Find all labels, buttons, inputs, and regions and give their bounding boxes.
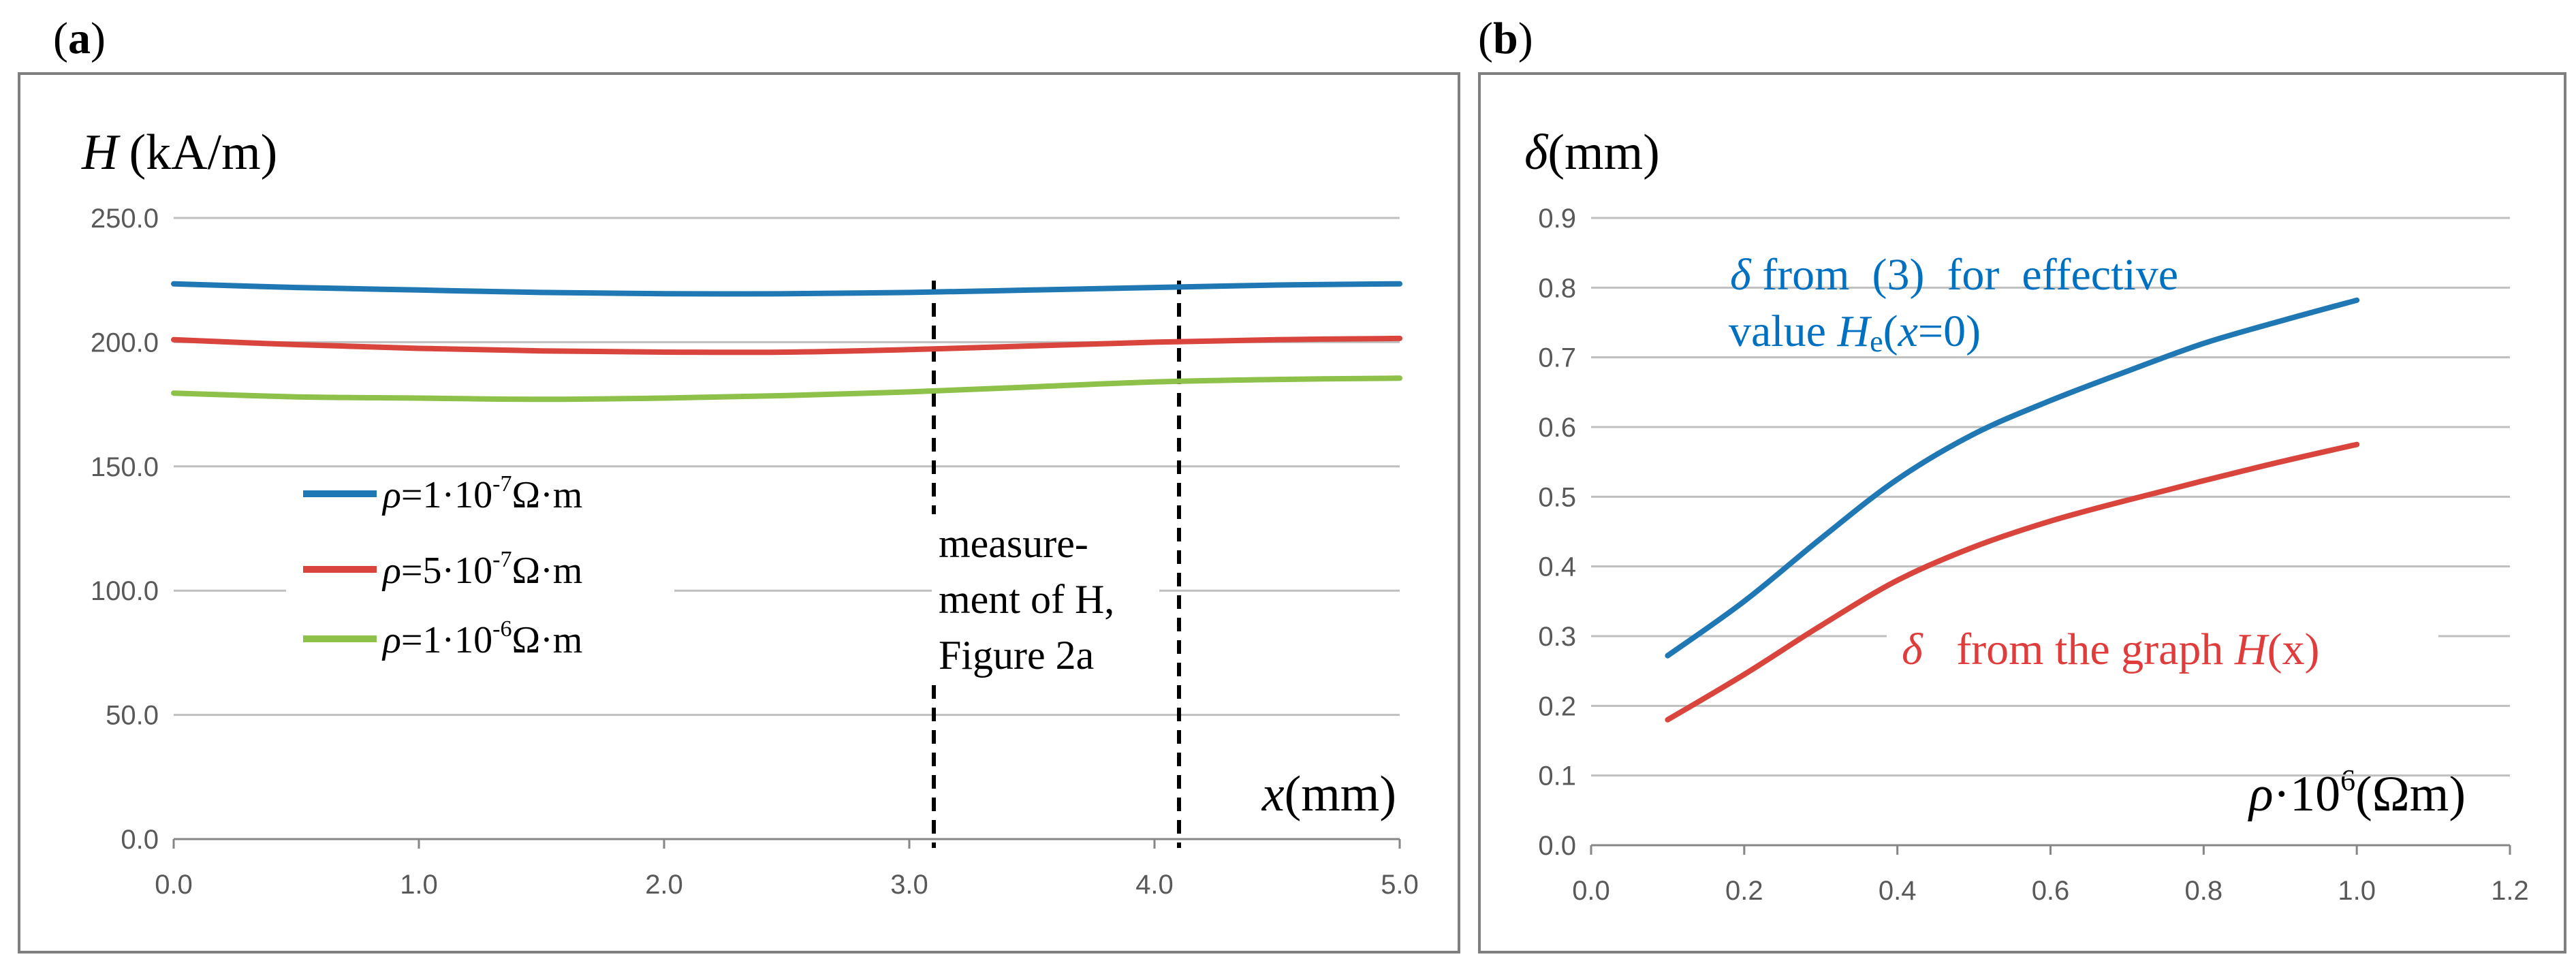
legend-label-1: ρ=1·10-7Ω·m bbox=[381, 471, 582, 516]
panel-a-series-line-1 bbox=[171, 281, 1402, 297]
annotation-line-2: ment of H, bbox=[939, 577, 1114, 622]
panel-a-x-axis-title: x(mm) bbox=[1261, 766, 1396, 822]
panel-a-y-tick-label: 150.0 bbox=[91, 452, 159, 482]
panel-b-y-tick-label: 0.7 bbox=[1538, 343, 1576, 373]
panel-a-y-tick-label: 50.0 bbox=[106, 701, 159, 731]
panel-a-y-tick-label: 250.0 bbox=[91, 204, 159, 234]
panel-b-annotation-blue: δ from (3) for effective value He(x=0) bbox=[1729, 250, 2178, 358]
panel-a-measurement-annotation: measure- ment of H, Figure 2a bbox=[932, 514, 1159, 684]
panel-a-series-line-3 bbox=[171, 375, 1402, 403]
panel-b-x-tick-label: 1.2 bbox=[2491, 876, 2529, 906]
panel-a-label: (a) bbox=[53, 14, 106, 63]
panel-a-legend: ρ=1·10-7Ω·m ρ=5·10-7Ω·m ρ=1·10-6Ω·m bbox=[286, 470, 674, 674]
annotation-line-3: Figure 2a bbox=[939, 633, 1094, 678]
legend-label-3: ρ=1·10-6Ω·m bbox=[381, 616, 582, 661]
panel-b-y-ticks: 0.0 0.1 0.2 0.3 0.4 0.5 0.6 0.7 0.8 0.9 bbox=[1538, 204, 1576, 861]
panel-a-series-line-2 bbox=[171, 335, 1402, 356]
panel-a-frame bbox=[18, 72, 1460, 954]
panel-b-y-tick-label: 0.3 bbox=[1538, 622, 1576, 652]
annotation-background bbox=[932, 514, 1159, 684]
panel-b-y-tick-label: 0.8 bbox=[1538, 273, 1576, 303]
panel-a-x-tick-label: 4.0 bbox=[1135, 870, 1174, 900]
panel-b-y-tick-label: 0.4 bbox=[1538, 552, 1576, 582]
red-annotation-background bbox=[1887, 620, 2438, 681]
panel-b-y-tick-label: 0.6 bbox=[1538, 413, 1576, 443]
panel-b-label: (b) bbox=[1478, 14, 1533, 63]
legend-item-2: ρ=5·10-7Ω·m bbox=[303, 547, 582, 592]
panel-b-x-ticks: 0.0 0.2 0.4 0.6 0.8 1.0 1.2 bbox=[1572, 845, 2529, 906]
panel-b-y-tick-label: 0.0 bbox=[1538, 831, 1576, 861]
panel-b-frame bbox=[1478, 72, 2566, 954]
annotation-line-1: measure- bbox=[939, 521, 1088, 566]
panel-b-x-tick-label: 0.6 bbox=[2032, 876, 2070, 906]
panel-a-x-tick-label: 0.0 bbox=[155, 870, 193, 900]
panel-b-x-tick-label: 0.4 bbox=[1879, 876, 1917, 906]
panel-a-x-tick-label: 1.0 bbox=[400, 870, 438, 900]
red-annotation: δ from the graph H(x) bbox=[1902, 625, 2320, 674]
panel-b-series-line-2 bbox=[1665, 441, 2360, 723]
panel-a-x-ticks: 0.0 1.0 2.0 3.0 4.0 5.0 bbox=[155, 839, 1419, 900]
blue-annotation-line-1: δ from (3) for effective bbox=[1730, 250, 2178, 300]
panel-a-y-tick-label: 0.0 bbox=[121, 825, 159, 855]
legend-item-1: ρ=1·10-7Ω·m bbox=[303, 471, 582, 516]
panel-a-x-tick-label: 3.0 bbox=[890, 870, 928, 900]
panel-a-x-tick-label: 5.0 bbox=[1381, 870, 1419, 900]
panel-a-y-ticks: 0.0 50.0 100.0 150.0 200.0 250.0 bbox=[91, 204, 159, 855]
legend-label-2: ρ=5·10-7Ω·m bbox=[381, 547, 582, 592]
panel-a-measurement-lines bbox=[932, 281, 1181, 848]
panel-a-x-tick-label: 2.0 bbox=[645, 870, 683, 900]
panel-b-x-tick-label: 0.8 bbox=[2185, 876, 2223, 906]
panel-b-series bbox=[1665, 297, 2360, 723]
legend-item-3: ρ=1·10-6Ω·m bbox=[303, 616, 582, 661]
panel-b-y-axis-title: δ(mm) bbox=[1524, 125, 1660, 180]
panel-a-y-axis-title: H (kA/m) bbox=[81, 125, 277, 180]
panel-b-y-tick-label: 0.2 bbox=[1538, 691, 1576, 721]
panel-b-x-tick-label: 1.0 bbox=[2338, 876, 2376, 906]
blue-annotation-line-2: value He(x=0) bbox=[1729, 306, 1981, 358]
panel-a-y-tick-label: 100.0 bbox=[91, 576, 159, 606]
panel-b-x-axis-title: ρ·106(Ωm) bbox=[2248, 763, 2466, 822]
panel-a-series bbox=[171, 281, 1402, 403]
panel-b-x-tick-label: 0.0 bbox=[1572, 876, 1610, 906]
panel-b-series-line-1 bbox=[1665, 297, 2360, 659]
panel-b-annotation-red: δ from the graph H(x) bbox=[1887, 620, 2438, 681]
panel-b-y-tick-label: 0.9 bbox=[1538, 204, 1576, 234]
panel-b-y-tick-label: 0.5 bbox=[1538, 482, 1576, 512]
panel-b-x-tick-label: 0.2 bbox=[1725, 876, 1763, 906]
panel-a-y-tick-label: 200.0 bbox=[91, 328, 159, 358]
panel-b-y-tick-label: 0.1 bbox=[1538, 761, 1576, 791]
